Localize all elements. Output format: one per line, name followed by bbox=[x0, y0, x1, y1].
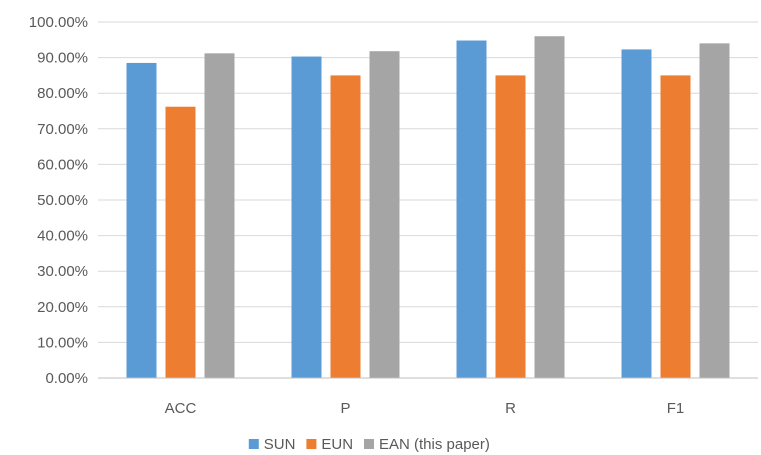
y-tick-label: 50.00% bbox=[37, 192, 88, 209]
y-tick-label: 20.00% bbox=[37, 299, 88, 316]
bar-eun-f1 bbox=[660, 75, 691, 379]
y-tick-label: 80.00% bbox=[37, 85, 88, 102]
bar-sun-r bbox=[456, 40, 487, 379]
bar-ean-this-paper-r bbox=[534, 36, 565, 379]
y-tick-label: 90.00% bbox=[37, 50, 88, 67]
legend-label: SUN bbox=[264, 436, 296, 453]
x-category-label: ACC bbox=[165, 400, 197, 417]
bar-sun-f1 bbox=[621, 49, 652, 379]
y-tick-label: 0.00% bbox=[45, 370, 88, 387]
legend-swatch bbox=[306, 439, 317, 449]
y-tick-label: 70.00% bbox=[37, 121, 88, 138]
bar-eun-r bbox=[495, 75, 526, 379]
legend-label: EUN bbox=[321, 436, 353, 453]
x-category-label: R bbox=[505, 400, 516, 417]
bar-eun-p bbox=[330, 75, 361, 379]
y-tick-label: 40.00% bbox=[37, 228, 88, 245]
bar-ean-this-paper-f1 bbox=[699, 43, 730, 379]
y-tick-label: 10.00% bbox=[37, 334, 88, 351]
bar-eun-acc bbox=[165, 106, 196, 378]
x-category-label: P bbox=[340, 400, 350, 417]
legend: SUN EUN EAN (this paper) bbox=[248, 436, 490, 453]
gridlines bbox=[98, 21, 758, 343]
y-tick-label: 60.00% bbox=[37, 156, 88, 173]
legend-label: EAN (this paper) bbox=[379, 436, 490, 453]
legend-swatch bbox=[364, 439, 374, 449]
bars bbox=[126, 36, 730, 379]
bar-ean-this-paper-p bbox=[369, 51, 400, 378]
y-axis-tick-labels: 0.00% 10.00% 20.00% 30.00% 40.00% 50.00% 60.00… bbox=[29, 14, 88, 387]
x-category-label: F1 bbox=[667, 400, 685, 417]
bar-ean-this-paper-acc bbox=[204, 53, 235, 378]
x-axis-category-labels: ACC P R F1 bbox=[165, 400, 685, 417]
legend-swatch bbox=[248, 439, 259, 449]
bar-sun-p bbox=[291, 56, 322, 378]
y-tick-label: 30.00% bbox=[37, 263, 88, 280]
y-tick-label: 100.00% bbox=[29, 14, 88, 31]
bar-sun-acc bbox=[126, 62, 157, 378]
